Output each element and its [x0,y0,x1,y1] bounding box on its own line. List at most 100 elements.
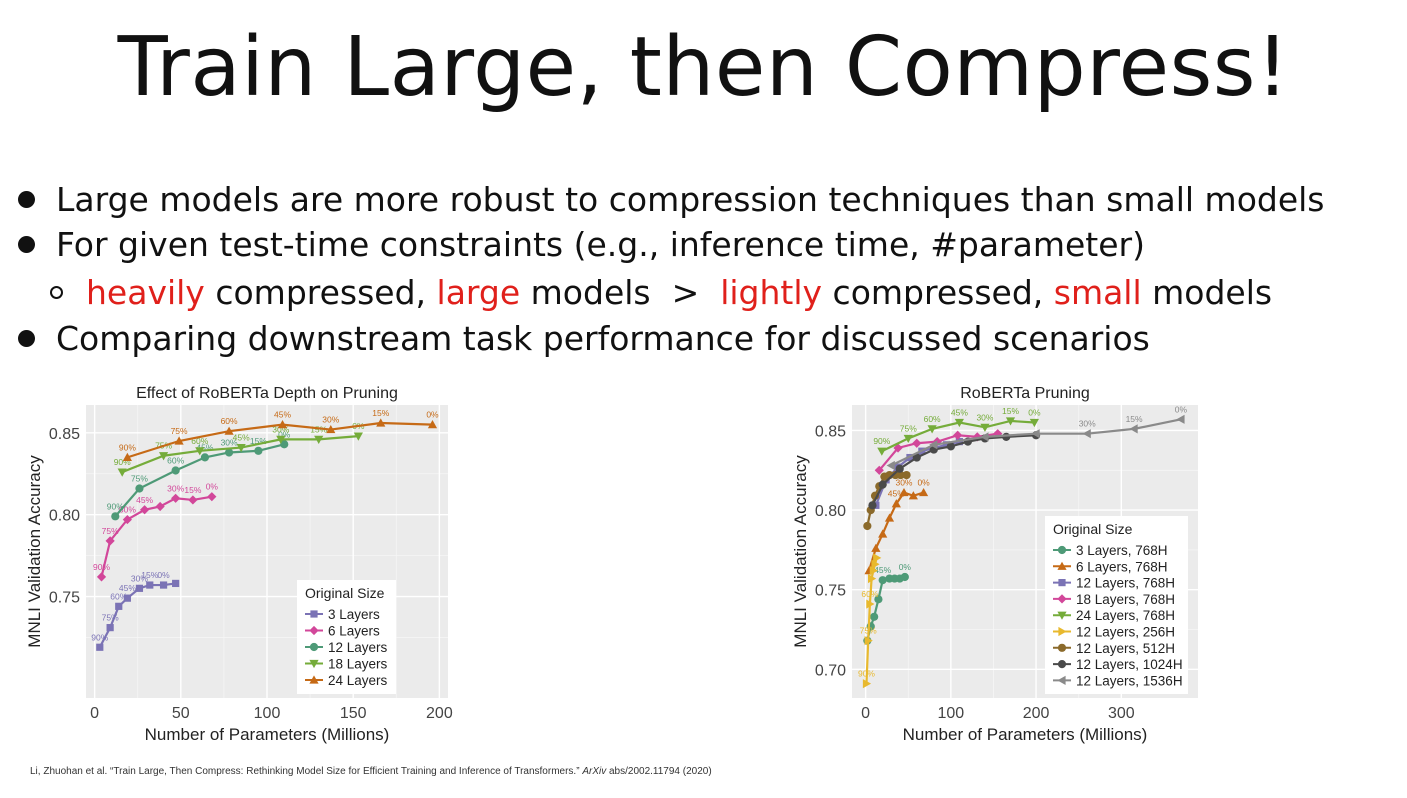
data-point [895,464,904,473]
data-point [96,643,104,651]
legend-item: 6 Layers [305,624,380,639]
bullet-dot-icon [18,330,35,347]
bullet-constraints: For given test-time constraints (e.g., i… [18,223,1145,267]
data-label: 90% [107,501,124,511]
legend-label: 12 Layers, 512H [1076,641,1175,656]
data-label: 0% [917,478,930,488]
data-label: 75% [900,423,917,433]
series-12-layers: 90%75%60%45% 30% 15%0% [107,429,291,521]
data-label: 75% [102,613,119,623]
citation: Li, Zhuohan et al. “Train Large, Then Co… [30,766,712,777]
legend-label: 18 Layers [328,657,388,672]
x-tick-label: 200 [1023,705,1050,722]
data-point [862,679,872,689]
data-point [868,501,877,510]
x-tick-label: 100 [938,705,965,722]
data-point [863,521,872,531]
data-point [314,435,324,444]
data-point [135,484,144,493]
x-tick-label: 150 [340,705,367,722]
legend-marker [1058,579,1066,587]
word-large: large [436,273,521,312]
x-tick-label: 200 [426,705,453,722]
data-label: 45% [951,408,968,418]
x-tick-label: 300 [1108,705,1135,722]
data-point [254,446,263,455]
data-label: 60% [221,416,238,426]
bullet-dot-icon [18,236,35,253]
data-point [158,452,169,461]
data-point [195,447,205,456]
series-12-layers-256h: 90% 75% 60% [858,553,882,689]
legend-box [297,580,396,694]
data-point [224,426,234,435]
data-point [993,429,1003,439]
legend-marker [1057,611,1067,620]
data-point [866,599,875,609]
sub-bullet-comparison: heavily compressed, large models > light… [50,271,1273,315]
y-tick-label: 0.80 [815,503,846,520]
citation-text: Li, Zhuohan et al. “Train Large, Then Co… [30,766,583,777]
data-point [873,553,882,563]
data-label: 45% [274,410,291,420]
data-point [942,441,951,449]
legend-label: 12 Layers, 768H [1076,576,1175,591]
data-point [899,487,909,497]
legend-item: 18 Layers [305,657,388,672]
data-label: 30% [131,573,148,583]
bullet-downstream: Comparing downstream task performance fo… [18,317,1150,361]
word-models: models [1141,273,1273,312]
data-point [280,440,289,449]
data-label: 15% [184,485,201,495]
data-point [96,572,107,582]
data-point [953,430,963,440]
chart-title: RoBERTa Pruning [960,385,1090,402]
legend-item: 3 Layers, 768H [1053,543,1168,558]
legend-item: 24 Layers [305,673,388,688]
data-point [878,529,888,538]
data-label: 30% [895,478,912,488]
series-6-layers: 90%75%60%45%30% 15% 0% [93,482,218,582]
data-point [224,448,234,457]
x-tick-label: 0 [861,705,870,722]
data-label: 0% [899,562,912,572]
chart-title: Effect of RoBERTa Depth on Pruning [136,385,398,402]
data-point [868,573,877,584]
y-tick-label: 0.70 [815,662,846,679]
legend-label: 3 Layers [328,607,380,622]
sub-bullet-ring-icon [50,286,63,299]
data-label: 30% [167,483,184,493]
data-label: 75% [171,426,188,436]
bullet-dot-icon [18,191,35,208]
data-label: 90% [91,632,108,642]
data-point [1129,424,1138,434]
legend-label: 3 Layers, 768H [1076,543,1168,558]
data-point [877,447,887,456]
data-point [886,460,895,471]
legend-marker [1057,660,1067,669]
data-point [912,453,921,462]
data-label: 75% [860,626,877,636]
data-label: 30% [322,415,339,425]
data-label: 30% [1079,419,1096,429]
data-label: 60% [191,436,208,446]
legend-item: 12 Layers [305,640,388,655]
data-point [1176,414,1185,424]
data-label: 60% [119,505,136,515]
word-heavily: heavily [86,273,205,312]
data-point [376,418,386,427]
data-label: 60% [861,589,878,599]
data-label: 90% [873,436,890,446]
legend-item: 3 Layers [305,607,380,622]
y-axis-label: MNLI Validation Accuracy [791,455,810,648]
data-label: 90% [114,457,131,467]
data-point [874,595,883,604]
data-label: 90% [119,442,136,452]
bullet-text: Comparing downstream task performance fo… [56,319,1150,358]
data-point [1029,418,1039,428]
data-point [980,423,990,432]
data-point [155,501,165,512]
y-axis-label: MNLI Validation Accuracy [25,455,44,648]
